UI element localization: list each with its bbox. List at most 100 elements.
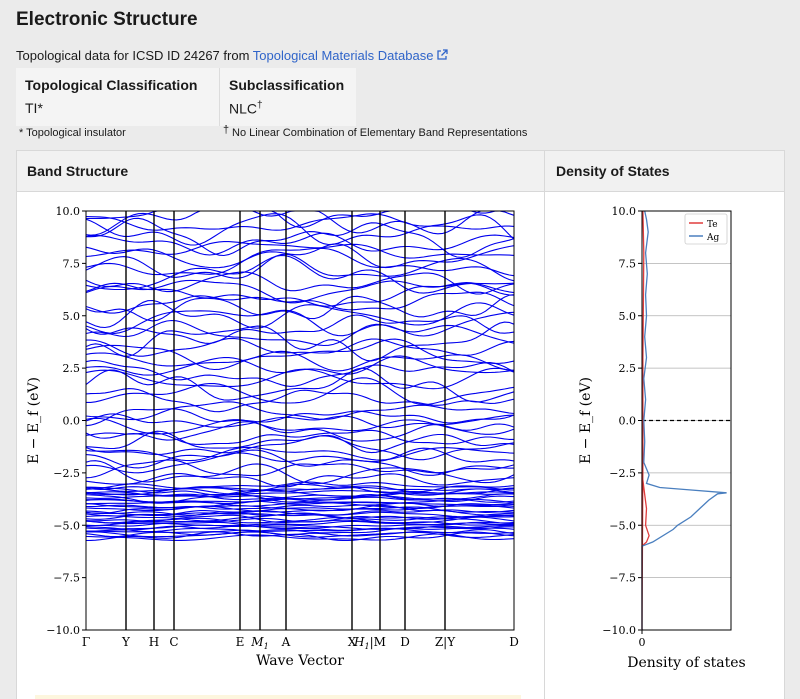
band-6 [85, 525, 515, 533]
y-tick-label: 10.0 [56, 205, 81, 218]
dos-y-tick-label: 7.5 [619, 257, 637, 270]
band-32 [85, 483, 515, 493]
legend-label: Te [707, 220, 718, 230]
dos-x-axis-label: Density of states [627, 655, 746, 671]
dos-y-tick-label: −5.0 [609, 519, 636, 532]
dagger-mark: † [257, 100, 263, 111]
footnote-star: * Topological insulator [19, 127, 126, 139]
band-30 [85, 486, 515, 496]
plots-panel: Band Structure Density of States Γ Y H C E M1… [16, 150, 785, 699]
dos-y-tick-label: −7.5 [609, 572, 636, 585]
footnote-dagger: No Linear Combination of Elementary Band… [232, 127, 528, 139]
band-45 [85, 413, 515, 429]
kpoint-label: C [169, 635, 178, 649]
band-73 [86, 217, 515, 258]
band-75 [85, 213, 515, 231]
y-tick-label: −2.5 [53, 467, 80, 480]
subclassification-header: Subclassification [229, 77, 345, 93]
kpoint-label: A [281, 635, 291, 649]
band-lines [85, 210, 515, 542]
band-62 [85, 294, 515, 322]
kpoint-label: E [236, 635, 245, 649]
band-71 [85, 241, 515, 259]
band-66 [85, 271, 515, 295]
band-51 [85, 367, 515, 390]
band-structure-title: Band Structure [27, 163, 129, 179]
band-structure-chart: Γ Y H C E M1 A XH1|M D Z|Y D 10.0 7.5 5.0 2.5 0.0 −2.5 −5… [26, 205, 519, 669]
band-52 [85, 359, 515, 387]
topological-classification-value: TI* [25, 100, 43, 116]
band-68 [85, 253, 515, 282]
kpoint-label: Γ [82, 635, 90, 649]
band-y-axis-label: E − E_f (eV) [26, 377, 42, 464]
kpoint-label: X [348, 635, 357, 649]
kpoint-label: D [509, 635, 519, 649]
band-7 [85, 524, 515, 530]
band-50 [85, 367, 515, 403]
source-line: Topological data for ICSD ID 24267 from … [16, 48, 449, 63]
dos-series-te [641, 210, 650, 630]
band-31 [85, 486, 515, 492]
band-40 [85, 435, 515, 461]
band-x-axis-label: Wave Vector [256, 653, 344, 669]
dos-y-tick-label: 2.5 [619, 362, 637, 375]
band-57 [85, 321, 515, 362]
y-tick-label: 5.0 [63, 310, 81, 323]
y-tick-label: −10.0 [46, 624, 80, 637]
y-tick-label: −7.5 [53, 572, 80, 585]
density-of-states-chart: 10.0 7.5 5.0 2.5 0.0 −2.5 −5.0 −7.5 −10.00 Densit… [578, 205, 746, 671]
legend-box [684, 213, 728, 245]
kpoint-label: Y [121, 635, 131, 649]
band-21 [85, 500, 515, 509]
band-41 [85, 430, 515, 454]
kpoint-label: H [149, 635, 159, 649]
band-44 [85, 417, 515, 435]
classification-table: Topological Classification TI* Subclassi… [16, 68, 356, 126]
band-11 [85, 516, 515, 524]
band-9 [85, 520, 514, 527]
kpoint-label: M1 [250, 635, 268, 651]
subclassification-text: NLC [229, 100, 258, 117]
kpoint-label: Z|Y [435, 635, 456, 649]
band-53 [85, 355, 515, 376]
kpoint-label: H1|M [353, 635, 386, 651]
band-54 [85, 350, 515, 372]
band-56 [86, 337, 515, 357]
y-tick-label: −5.0 [53, 519, 80, 532]
subclassification-value: NLC† [229, 100, 263, 117]
band-67 [85, 254, 515, 294]
dos-y-tick-label: 0.0 [619, 415, 637, 428]
footnote-dagger-mark: † [223, 124, 230, 136]
band-36 [85, 459, 515, 479]
band-43 [85, 421, 515, 442]
dos-x-tick-label: 0 [639, 636, 646, 649]
band-60 [85, 309, 515, 337]
band-15 [85, 511, 515, 518]
band-49 [86, 377, 515, 406]
band-48 [85, 388, 515, 413]
topological-classification-header: Topological Classification [25, 77, 198, 93]
source-prefix: Topological data for ICSD ID 24267 from [16, 48, 253, 63]
band-8 [85, 521, 515, 529]
band-58 [85, 319, 515, 347]
band-59 [85, 314, 515, 344]
topological-db-link[interactable]: Topological Materials Database [253, 48, 449, 63]
band-33 [85, 481, 515, 491]
band-63 [85, 291, 515, 314]
dos-y-tick-label: −2.5 [609, 467, 636, 480]
notice-strip [35, 695, 521, 699]
band-70 [85, 243, 515, 269]
band-55 [85, 338, 515, 371]
y-tick-label: 0.0 [63, 415, 81, 428]
band-34 [85, 472, 515, 488]
band-69 [85, 247, 515, 277]
band-2 [85, 531, 515, 538]
dos-y-axis-label: E − E_f (eV) [578, 377, 594, 464]
band-46 [85, 408, 515, 427]
kpoint-label: D [400, 635, 410, 649]
band-29 [85, 488, 515, 496]
band-42 [85, 429, 514, 445]
band-61 [85, 299, 515, 329]
column-divider [219, 68, 220, 126]
y-tick-label: 2.5 [63, 362, 81, 375]
